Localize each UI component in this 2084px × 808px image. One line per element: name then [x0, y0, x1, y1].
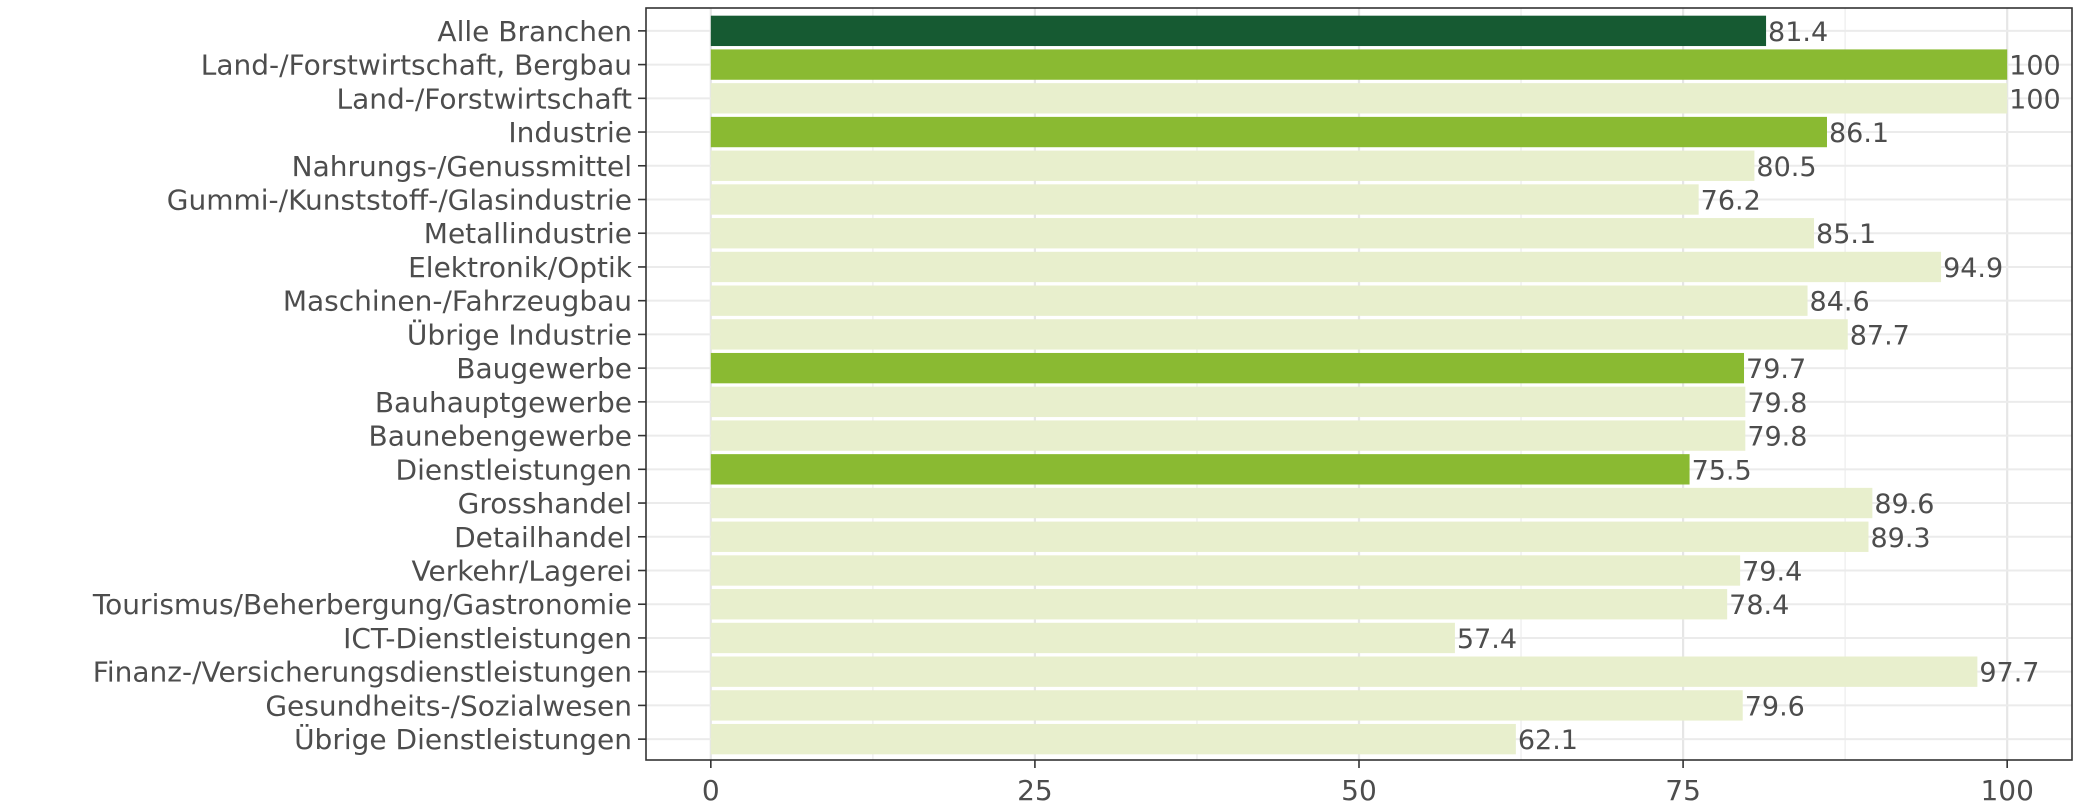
category-label: Gesundheits-/Sozialwesen [265, 689, 632, 722]
category-label: Übrige Industrie [407, 317, 632, 351]
x-tick-label: 0 [702, 774, 720, 807]
bar [710, 723, 1516, 755]
bar [710, 487, 1873, 519]
bar [710, 352, 1745, 384]
bar-value-label: 81.4 [1768, 17, 1828, 48]
category-label: Gummi-/Kunststoff-/Glasindustrie [167, 184, 632, 217]
category-label: Detailhandel [454, 521, 632, 554]
bar [710, 420, 1746, 451]
category-label: Industrie [508, 116, 632, 149]
x-tick-label: 75 [1665, 774, 1701, 807]
bar [710, 251, 1942, 283]
bar-value-label: 80.5 [1756, 152, 1816, 183]
bar [710, 589, 1728, 620]
bar [710, 656, 1978, 687]
category-label: ICT-Dienstleistungen [343, 622, 632, 655]
bar-value-label: 57.4 [1457, 624, 1517, 655]
category-label: Land-/Forstwirtschaft [336, 82, 632, 115]
category-label: Übrige Dienstleistungen [294, 722, 632, 756]
category-label: Nahrungs-/Genussmittel [292, 150, 632, 183]
bar [710, 319, 1848, 350]
x-tick-label: 50 [1341, 774, 1377, 807]
category-label: Tourismus/Beherbergung/Gastronomie [92, 588, 632, 621]
bar [710, 83, 2008, 114]
x-tick-label: 100 [1980, 774, 2033, 807]
bar [710, 116, 1827, 148]
category-label: Elektronik/Optik [408, 251, 633, 284]
category-label: Baugewerbe [456, 352, 632, 385]
bar [710, 285, 1808, 316]
category-label: Finanz-/Versicherungsdienstleistungen [93, 656, 632, 689]
bar-value-label: 84.6 [1810, 287, 1870, 318]
category-label: Verkehr/Lagerei [411, 555, 632, 588]
bar [710, 690, 1743, 721]
bar [710, 218, 1815, 249]
bar-value-label: 79.4 [1742, 557, 1802, 588]
bar-value-label: 79.7 [1746, 354, 1806, 385]
bar-value-label: 100 [2009, 84, 2061, 115]
bar-value-label: 76.2 [1701, 186, 1761, 217]
bar [710, 150, 1755, 181]
bar [710, 454, 1690, 485]
category-label: Alle Branchen [437, 15, 632, 48]
bars [710, 15, 2008, 755]
category-label: Bauhauptgewerbe [375, 386, 632, 419]
plot-border [645, 7, 2073, 761]
bar [710, 49, 2008, 80]
category-label: Baunebengewerbe [369, 420, 632, 453]
category-label: Grosshandel [458, 487, 632, 520]
bar [710, 555, 1741, 586]
bar [710, 622, 1455, 654]
bar-value-label: 89.6 [1874, 489, 1934, 520]
bar-value-label: 79.8 [1747, 422, 1807, 453]
bar-value-label: 62.1 [1518, 725, 1578, 756]
category-label: Maschinen-/Fahrzeugbau [283, 285, 632, 318]
category-label: Land-/Forstwirtschaft, Bergbau [201, 49, 632, 82]
bar-value-label: 86.1 [1829, 118, 1889, 149]
bar-value-label: 78.4 [1729, 590, 1789, 621]
bar-value-label: 79.6 [1745, 691, 1805, 722]
bar-value-label: 75.5 [1692, 455, 1752, 486]
bar [710, 184, 1699, 215]
category-label: Metallindustrie [424, 217, 632, 250]
bar-value-label: 87.7 [1850, 320, 1910, 351]
bar-value-label: 79.8 [1747, 388, 1807, 419]
x-tick-label: 25 [1017, 774, 1053, 807]
category-label: Dienstleistungen [396, 453, 632, 486]
x-axis-ticks: 0 25 50 75 100 [702, 760, 2034, 807]
bar-value-label: 85.1 [1816, 219, 1876, 250]
bar [710, 386, 1746, 418]
bar [710, 521, 1869, 552]
bar-value-label: 100 [2009, 51, 2061, 82]
bar-value-label: 97.7 [1979, 658, 2039, 689]
bar [710, 15, 1767, 47]
bar-value-label: 89.3 [1870, 523, 1930, 554]
bar-value-label: 94.9 [1943, 253, 2003, 284]
